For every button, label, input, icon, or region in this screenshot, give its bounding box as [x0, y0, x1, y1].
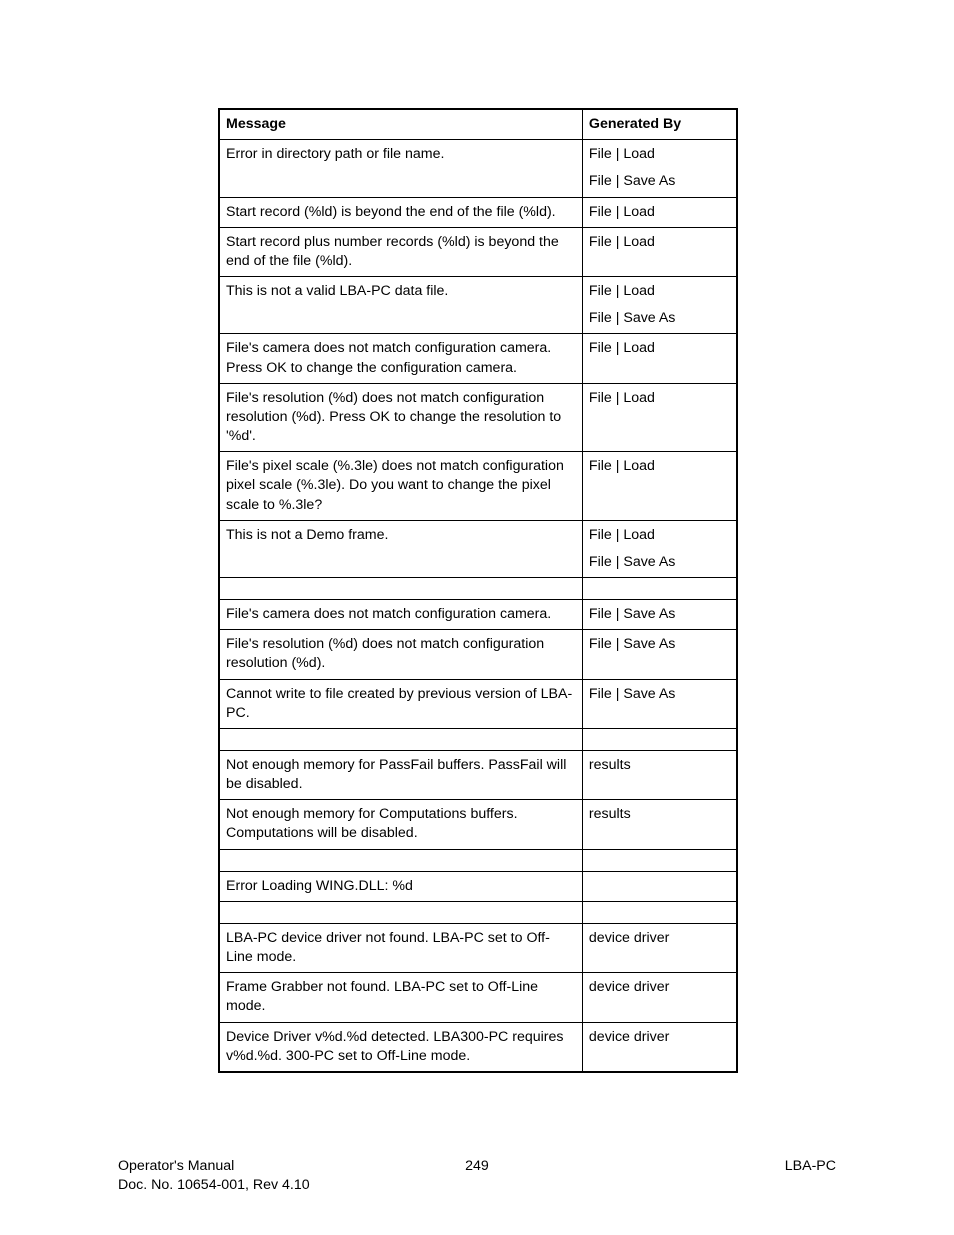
generated-by-cell: File | Save As	[582, 600, 737, 630]
generated-by-cell: File | Save As	[582, 679, 737, 728]
generated-by-value: File | Save As	[589, 553, 730, 572]
generated-by-value: File | Load	[589, 526, 730, 545]
generated-by-cell: File | Save As	[582, 630, 737, 679]
table-row: Frame Grabber not found. LBA-PC set to O…	[219, 973, 737, 1022]
generated-by-value: results	[589, 756, 730, 775]
message-cell: LBA-PC device driver not found. LBA-PC s…	[219, 923, 582, 972]
message-cell: Start record plus number records (%ld) i…	[219, 227, 582, 276]
table-row: This is not a Demo frame.File | LoadFile…	[219, 520, 737, 577]
message-cell: This is not a Demo frame.	[219, 520, 582, 577]
message-cell: File's camera does not match configurati…	[219, 600, 582, 630]
message-cell: Device Driver v%d.%d detected. LBA300-PC…	[219, 1022, 582, 1072]
generated-by-value: File | Save As	[589, 605, 730, 624]
table-row: File's camera does not match configurati…	[219, 600, 737, 630]
generated-by-value: File | Load	[589, 339, 730, 358]
table-row: Start record plus number records (%ld) i…	[219, 227, 737, 276]
generated-by-value: File | Load	[589, 389, 730, 408]
message-cell: Cannot write to file created by previous…	[219, 679, 582, 728]
message-cell: Error Loading WING.DLL: %d	[219, 871, 582, 901]
generated-by-cell: File | Load File | Save As	[582, 520, 737, 577]
generated-by-value: File | Save As	[589, 685, 730, 704]
generated-by-cell	[582, 871, 737, 901]
generated-by-value: device driver	[589, 929, 730, 948]
message-cell: Error in directory path or file name.	[219, 140, 582, 197]
generated-by-cell: device driver	[582, 923, 737, 972]
table-row	[219, 728, 737, 750]
header-message: Message	[219, 109, 582, 140]
table-row: File's pixel scale (%.3le) does not matc…	[219, 452, 737, 521]
message-cell: File's camera does not match configurati…	[219, 334, 582, 383]
message-cell: File's resolution (%d) does not match co…	[219, 630, 582, 679]
message-cell: File's pixel scale (%.3le) does not matc…	[219, 452, 582, 521]
table-row: File's camera does not match configurati…	[219, 334, 737, 383]
message-cell: Frame Grabber not found. LBA-PC set to O…	[219, 973, 582, 1022]
generated-by-cell: results	[582, 750, 737, 799]
generated-by-value: File | Save As	[589, 635, 730, 654]
generated-by-cell: File | Load	[582, 197, 737, 227]
generated-by-cell: File | Load File | Save As	[582, 140, 737, 197]
message-cell: This is not a valid LBA-PC data file.	[219, 277, 582, 334]
generated-by-value: device driver	[589, 1028, 730, 1047]
table-header-row: Message Generated By	[219, 109, 737, 140]
generated-by-value: results	[589, 805, 730, 824]
generated-by-cell: File | Load File | Save As	[582, 277, 737, 334]
generated-by-cell: File | Load	[582, 383, 737, 452]
message-cell: Not enough memory for Computations buffe…	[219, 800, 582, 849]
table-row: File's resolution (%d) does not match co…	[219, 383, 737, 452]
generated-by-value: File | Load	[589, 233, 730, 252]
generated-by-cell: device driver	[582, 973, 737, 1022]
spacer-cell	[219, 578, 582, 600]
footer-page-number: 249	[118, 1157, 836, 1176]
generated-by-value: File | Save As	[589, 172, 730, 191]
table-row: Not enough memory for Computations buffe…	[219, 800, 737, 849]
message-cell: Start record (%ld) is beyond the end of …	[219, 197, 582, 227]
generated-by-value: File | Load	[589, 282, 730, 301]
footer-doc-number: Doc. No. 10654-001, Rev 4.10	[118, 1177, 310, 1193]
header-generated-by: Generated By	[582, 109, 737, 140]
table-row	[219, 578, 737, 600]
table-row: File's resolution (%d) does not match co…	[219, 630, 737, 679]
message-table: Message Generated By Error in directory …	[218, 108, 738, 1073]
spacer-cell	[582, 849, 737, 871]
table-row: Error Loading WING.DLL: %d	[219, 871, 737, 901]
generated-by-value: File | Save As	[589, 309, 730, 328]
generated-by-value: device driver	[589, 978, 730, 997]
generated-by-cell: File | Load	[582, 227, 737, 276]
spacer-cell	[219, 901, 582, 923]
spacer-cell	[219, 849, 582, 871]
generated-by-cell: File | Load	[582, 452, 737, 521]
table-row: Device Driver v%d.%d detected. LBA300-PC…	[219, 1022, 737, 1072]
table-row	[219, 901, 737, 923]
spacer-cell	[219, 728, 582, 750]
message-cell: Not enough memory for PassFail buffers. …	[219, 750, 582, 799]
table-row: Not enough memory for PassFail buffers. …	[219, 750, 737, 799]
message-cell: File's resolution (%d) does not match co…	[219, 383, 582, 452]
table-row: This is not a valid LBA-PC data file.Fil…	[219, 277, 737, 334]
table-row: LBA-PC device driver not found. LBA-PC s…	[219, 923, 737, 972]
generated-by-value: File | Load	[589, 203, 730, 222]
generated-by-cell: File | Load	[582, 334, 737, 383]
generated-by-value: File | Load	[589, 145, 730, 164]
table-row: Error in directory path or file name.Fil…	[219, 140, 737, 197]
generated-by-value: File | Load	[589, 457, 730, 476]
table-row	[219, 849, 737, 871]
table-row: Start record (%ld) is beyond the end of …	[219, 197, 737, 227]
generated-by-cell: device driver	[582, 1022, 737, 1072]
footer-product: LBA-PC	[785, 1157, 836, 1176]
spacer-cell	[582, 901, 737, 923]
generated-by-cell: results	[582, 800, 737, 849]
spacer-cell	[582, 728, 737, 750]
table-row: Cannot write to file created by previous…	[219, 679, 737, 728]
spacer-cell	[582, 578, 737, 600]
